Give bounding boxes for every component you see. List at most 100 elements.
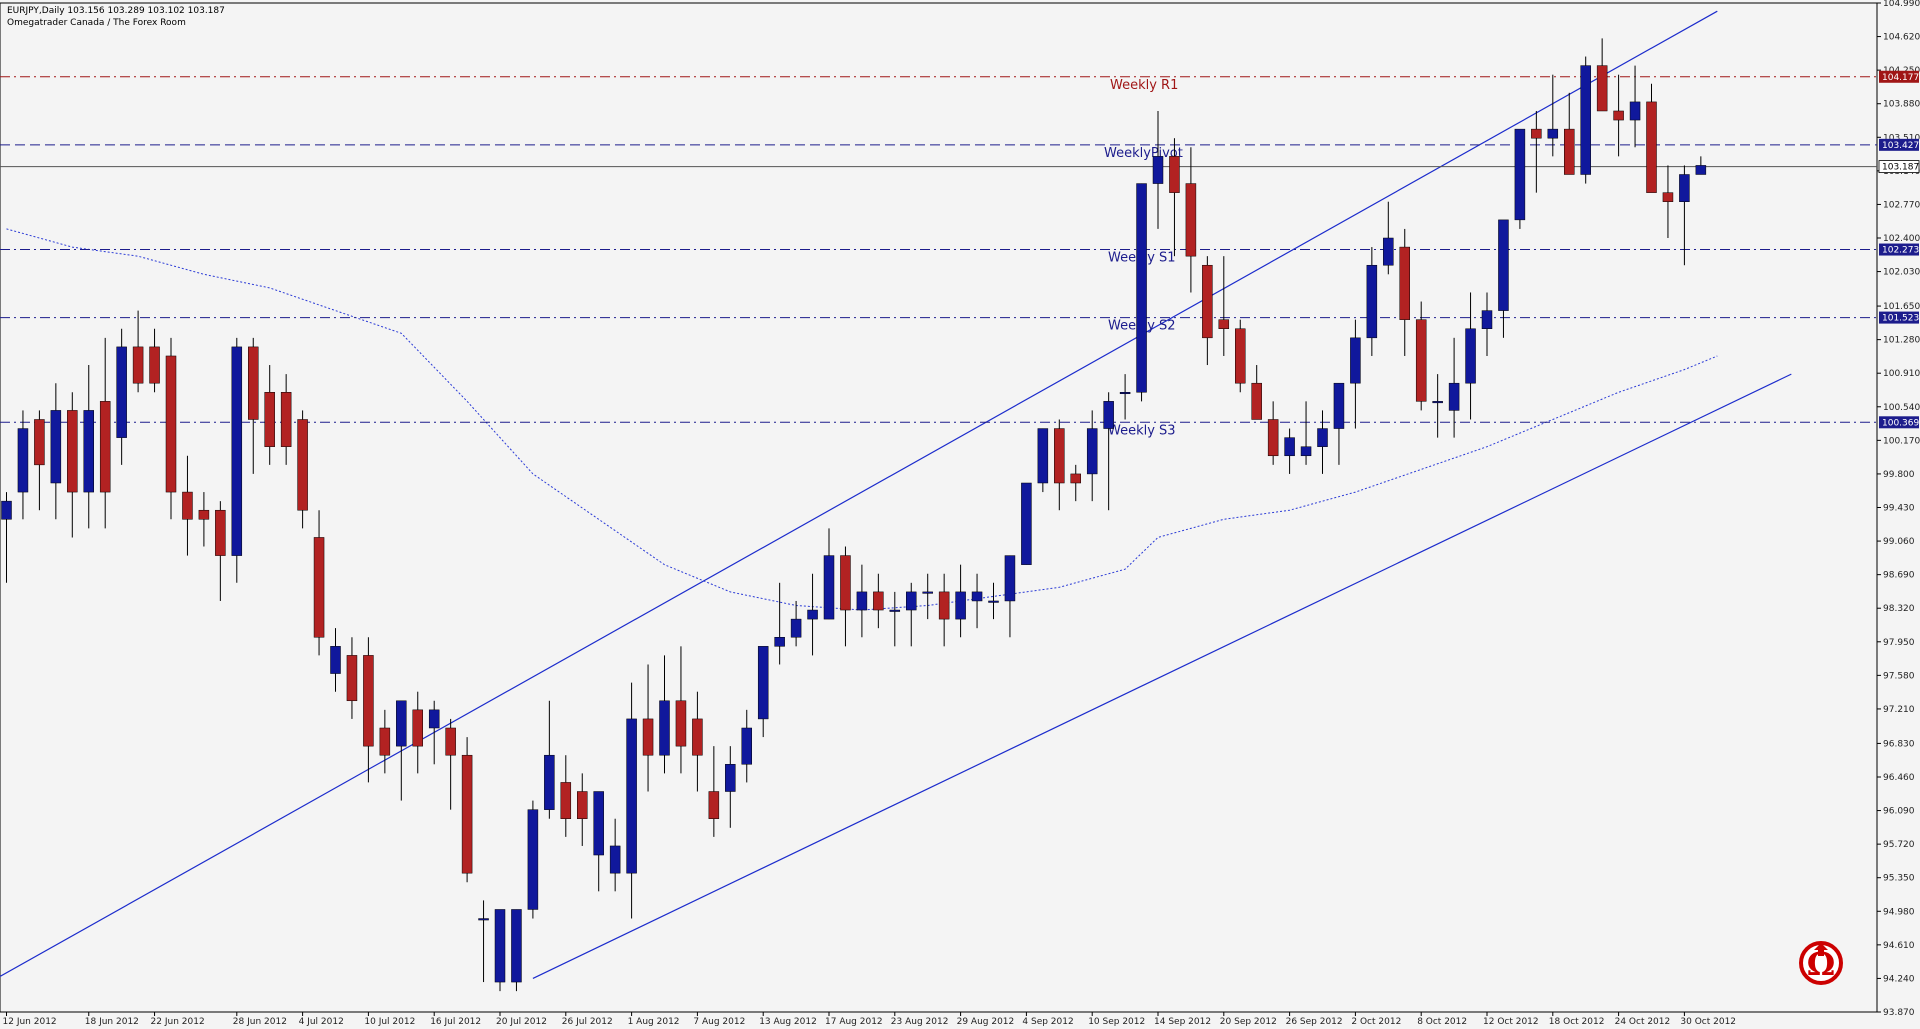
candle-body	[1, 500, 12, 520]
candle-body	[1646, 101, 1657, 193]
candle-body	[1235, 328, 1246, 384]
candle-body	[1037, 428, 1049, 484]
candle-body	[1317, 428, 1328, 447]
candle-body	[840, 555, 851, 611]
candle	[807, 573, 818, 656]
x-tick-label: 26 Sep 2012	[1286, 1017, 1343, 1027]
candle-body	[560, 782, 572, 819]
candle	[1531, 110, 1542, 193]
candle-body	[1086, 428, 1098, 475]
candle-body	[1498, 219, 1509, 311]
candle-body	[280, 392, 292, 447]
x-tick-label: 4 Jul 2012	[299, 1017, 344, 1027]
y-tick-label: 99.060	[1883, 537, 1915, 547]
candle-body	[856, 591, 868, 611]
candle-body	[642, 718, 654, 756]
candle	[659, 655, 670, 774]
candle	[642, 664, 654, 792]
y-tick-label: 103.880	[1883, 100, 1920, 110]
candle-body	[1119, 392, 1131, 395]
candle	[1086, 410, 1098, 502]
x-tick-label: 23 Aug 2012	[891, 1017, 949, 1027]
x-tick-label: 17 Aug 2012	[825, 1017, 883, 1027]
candle	[889, 591, 901, 647]
candle	[560, 755, 572, 837]
candle	[577, 773, 588, 846]
candle-body	[1284, 437, 1295, 457]
candle-body	[412, 709, 423, 747]
y-tick-label: 102.400	[1883, 234, 1920, 244]
candle	[955, 564, 966, 638]
candle	[1465, 292, 1476, 420]
candle-body	[363, 655, 374, 747]
price-box-weekly-s1-label: 102.273	[1882, 246, 1919, 256]
candle-body	[807, 609, 818, 620]
candle-body	[511, 909, 522, 983]
candle	[1613, 74, 1624, 157]
candle	[1448, 337, 1460, 438]
candle-body	[215, 509, 226, 556]
candle	[1695, 156, 1707, 175]
candle-body	[708, 791, 720, 819]
candle-body	[1481, 310, 1493, 329]
candle	[445, 718, 456, 810]
candle	[1070, 464, 1081, 502]
candle-body	[198, 509, 210, 520]
candle	[511, 909, 522, 992]
candle-body	[99, 401, 111, 493]
candle	[708, 746, 720, 837]
candle-body	[17, 428, 29, 493]
candle-body	[544, 754, 555, 810]
x-tick-label: 14 Sep 2012	[1154, 1017, 1211, 1027]
candle-body	[248, 346, 259, 420]
candle-body	[182, 491, 193, 520]
candle-body	[264, 392, 275, 447]
candle	[248, 337, 259, 474]
x-tick-label: 20 Sep 2012	[1220, 1017, 1277, 1027]
candle	[971, 573, 983, 629]
candle-body	[1564, 128, 1575, 175]
candle-body	[346, 655, 358, 702]
candle	[494, 909, 506, 992]
candle-body	[1399, 246, 1410, 320]
y-tick-label: 95.350	[1883, 874, 1915, 884]
candle	[1564, 92, 1575, 175]
candle	[1432, 374, 1443, 438]
candle-body	[659, 700, 670, 756]
moving-average-layer	[6, 228, 1718, 611]
candle	[1218, 256, 1230, 356]
candle	[1169, 138, 1180, 257]
candle-body	[1629, 101, 1641, 121]
candle	[1366, 247, 1378, 356]
x-tick-label: 7 Aug 2012	[693, 1017, 745, 1027]
candle	[1580, 56, 1591, 184]
candle-body	[971, 591, 983, 602]
candle-body	[593, 791, 604, 856]
candle-body	[790, 618, 802, 638]
candle	[1136, 183, 1147, 402]
y-tick-label: 96.830	[1883, 739, 1915, 749]
candle-body	[330, 646, 341, 674]
y-tick-label: 100.910	[1883, 369, 1920, 379]
candles-layer	[1, 38, 1707, 992]
price-box-current-label: 103.187	[1882, 163, 1919, 173]
x-tick-label: 18 Jun 2012	[85, 1017, 139, 1027]
candle-body	[692, 718, 703, 756]
candle	[1152, 110, 1164, 229]
x-tick-label: 30 Oct 2012	[1680, 1017, 1736, 1027]
candle	[1267, 401, 1279, 465]
candle	[1317, 410, 1328, 474]
omegatrader-logo: Ω	[1799, 941, 1843, 985]
y-tick-label: 97.210	[1883, 705, 1915, 715]
candle	[1202, 256, 1213, 366]
y-tick-label: 100.540	[1883, 403, 1920, 413]
candle-body	[1070, 473, 1081, 484]
candle-body	[1547, 128, 1559, 139]
y-tick-label: 97.580	[1883, 671, 1915, 681]
candle	[1547, 74, 1559, 157]
candle-body	[1580, 65, 1591, 175]
candle-body	[527, 809, 539, 910]
candle	[1037, 428, 1049, 493]
candle	[1662, 165, 1674, 239]
